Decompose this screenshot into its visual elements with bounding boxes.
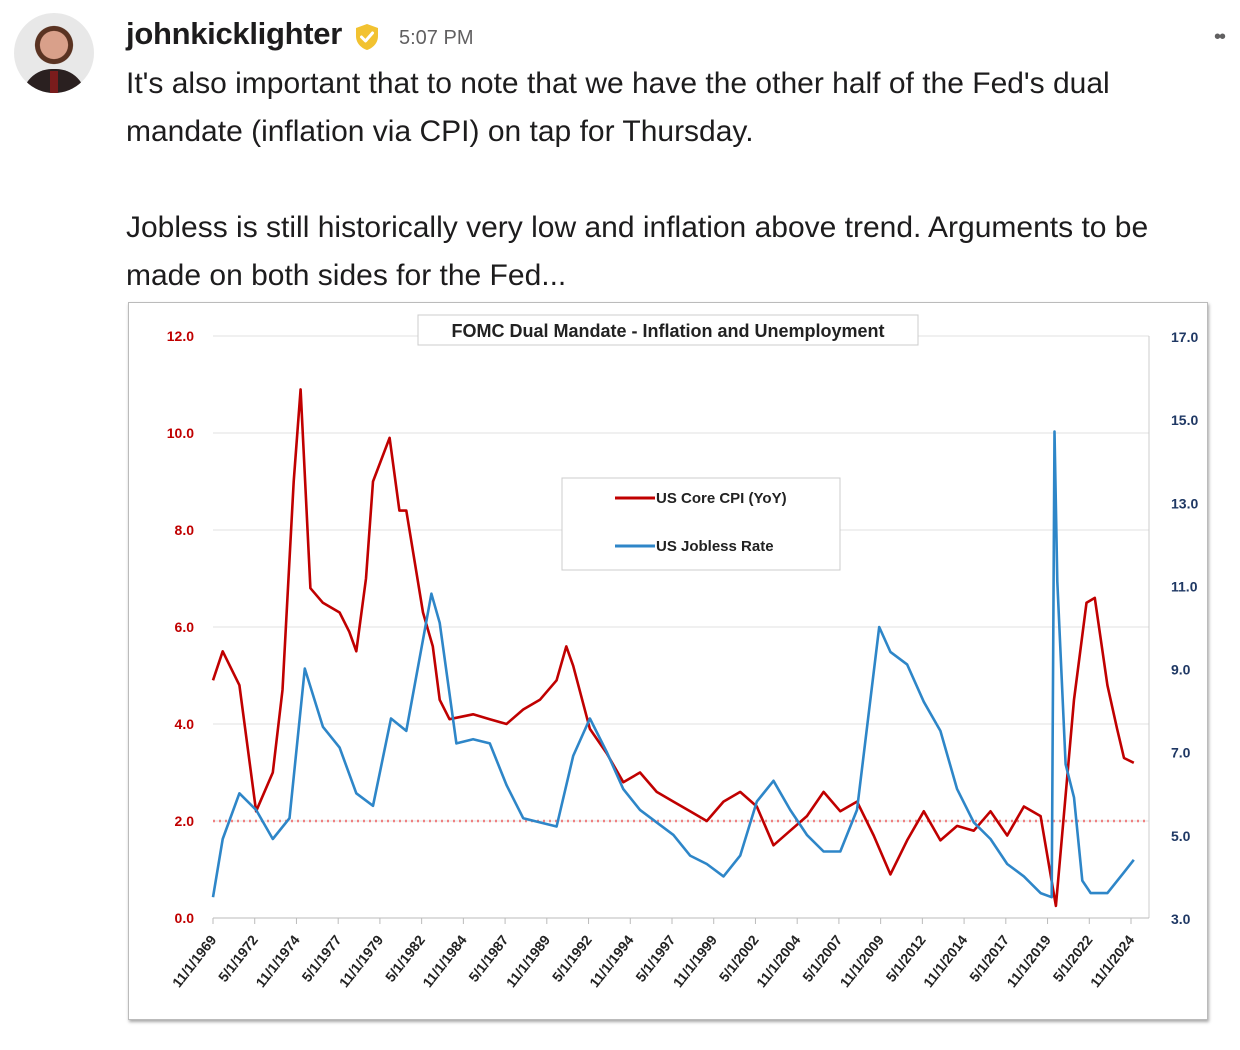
x-axis-tick-label: 11/1/1969 xyxy=(169,932,220,990)
x-axis-tick-label: 11/1/2019 xyxy=(1003,932,1054,990)
x-axis-tick-label: 11/1/1999 xyxy=(670,932,721,990)
timestamp[interactable]: 5:07 PM xyxy=(399,27,474,49)
x-axis-tick-label: 11/1/2024 xyxy=(1087,932,1138,990)
message-body: It's also important that to note that we… xyxy=(126,60,1206,300)
left-axis-tick-label: 4.0 xyxy=(175,716,195,732)
left-axis-tick-label: 2.0 xyxy=(175,813,195,829)
right-axis-tick-label: 11.0 xyxy=(1171,578,1198,594)
x-axis-tick-label: 11/1/1989 xyxy=(503,932,554,990)
left-axis-tick-label: 8.0 xyxy=(175,522,195,538)
right-axis-tick-label: 5.0 xyxy=(1171,828,1191,844)
right-axis-tick-label: 15.0 xyxy=(1171,412,1198,428)
right-axis-tick-label: 9.0 xyxy=(1171,662,1191,678)
left-axis-tick-label: 10.0 xyxy=(167,425,194,441)
x-axis-tick-label: 11/1/1984 xyxy=(419,932,470,990)
chart-image[interactable]: 0.0 2.0 4.0 6.0 8.0 10.0 12.0 3.0 5.0 7.0 9.0 11.0 1… xyxy=(128,302,1208,1020)
avatar-tie xyxy=(50,71,58,93)
verified-shield-icon xyxy=(356,24,378,50)
series-line-jobless xyxy=(211,430,1135,899)
x-axis-tick-label: 11/1/2004 xyxy=(753,932,804,990)
author-name[interactable]: johnkicklighter xyxy=(126,16,342,51)
left-axis-tick-label: 6.0 xyxy=(175,619,195,635)
right-axis-tick-label: 13.0 xyxy=(1171,495,1198,511)
legend-box xyxy=(561,477,841,571)
right-axis-tick-label: 7.0 xyxy=(1171,745,1191,761)
chart-title: FOMC Dual Mandate - Inflation and Unempl… xyxy=(451,321,884,341)
x-axis-tick-label: 11/1/1974 xyxy=(252,932,303,990)
message-paragraph: Jobless is still historically very low a… xyxy=(126,211,1149,292)
left-axis-tick-label: 12.0 xyxy=(167,328,194,344)
series-line-core-cpi xyxy=(211,388,1135,908)
x-axis-tick-label: 11/1/2009 xyxy=(837,932,888,990)
legend-label: US Core CPI (YoY) xyxy=(656,490,787,507)
avatar[interactable] xyxy=(14,13,94,93)
right-axis-tick-label: 3.0 xyxy=(1171,911,1191,927)
chart: 0.0 2.0 4.0 6.0 8.0 10.0 12.0 3.0 5.0 7.0 9.0 11.0 1… xyxy=(167,314,1198,990)
more-horizontal-icon[interactable]: •• xyxy=(1214,26,1226,48)
left-axis-tick-label: 0.0 xyxy=(175,910,195,926)
message-paragraph: It's also important that to note that we… xyxy=(126,67,1110,148)
x-axis-tick-label: 11/1/1979 xyxy=(336,932,387,990)
legend-label: US Jobless Rate xyxy=(656,538,774,555)
x-axis-tick-label: 11/1/1994 xyxy=(586,932,637,990)
right-axis-tick-label: 17.0 xyxy=(1171,329,1198,345)
x-axis-tick-label: 11/1/2014 xyxy=(920,932,971,990)
chart-title-box xyxy=(417,314,919,346)
